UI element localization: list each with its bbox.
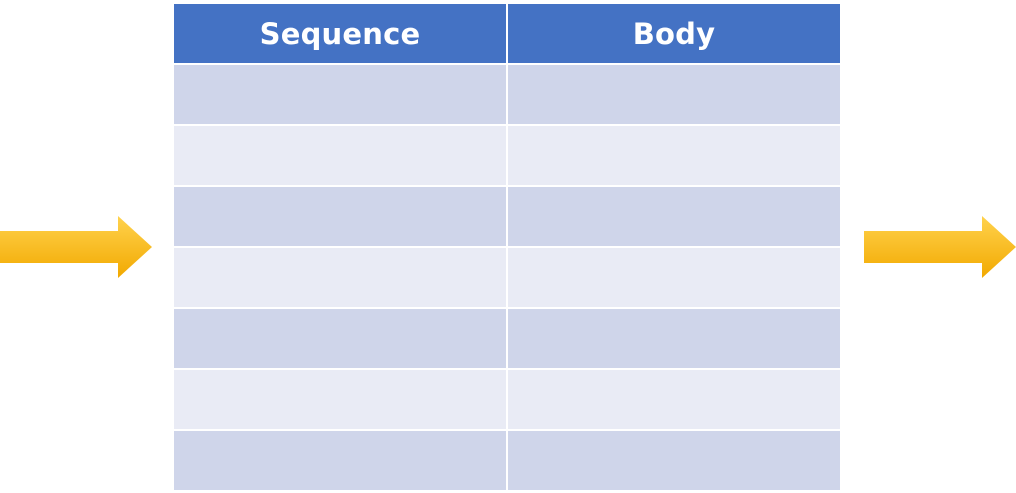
- table-cell: [174, 370, 506, 429]
- table-cell: [508, 370, 840, 429]
- output-arrow-icon: [864, 216, 1016, 278]
- table-cell: [508, 248, 840, 307]
- table-cell: [508, 187, 840, 246]
- table-cell: [174, 187, 506, 246]
- table-cell: [174, 248, 506, 307]
- sequence-body-table: Sequence Body: [174, 4, 840, 490]
- header-body: Body: [508, 4, 840, 63]
- input-arrow-icon: [0, 216, 152, 278]
- table-cell: [508, 309, 840, 368]
- table-cell: [508, 126, 840, 185]
- table-cell: [174, 431, 506, 490]
- header-sequence: Sequence: [174, 4, 506, 63]
- table-cell: [174, 309, 506, 368]
- table-cell: [174, 65, 506, 124]
- table-cell: [508, 65, 840, 124]
- table-cell: [508, 431, 840, 490]
- table-cell: [174, 126, 506, 185]
